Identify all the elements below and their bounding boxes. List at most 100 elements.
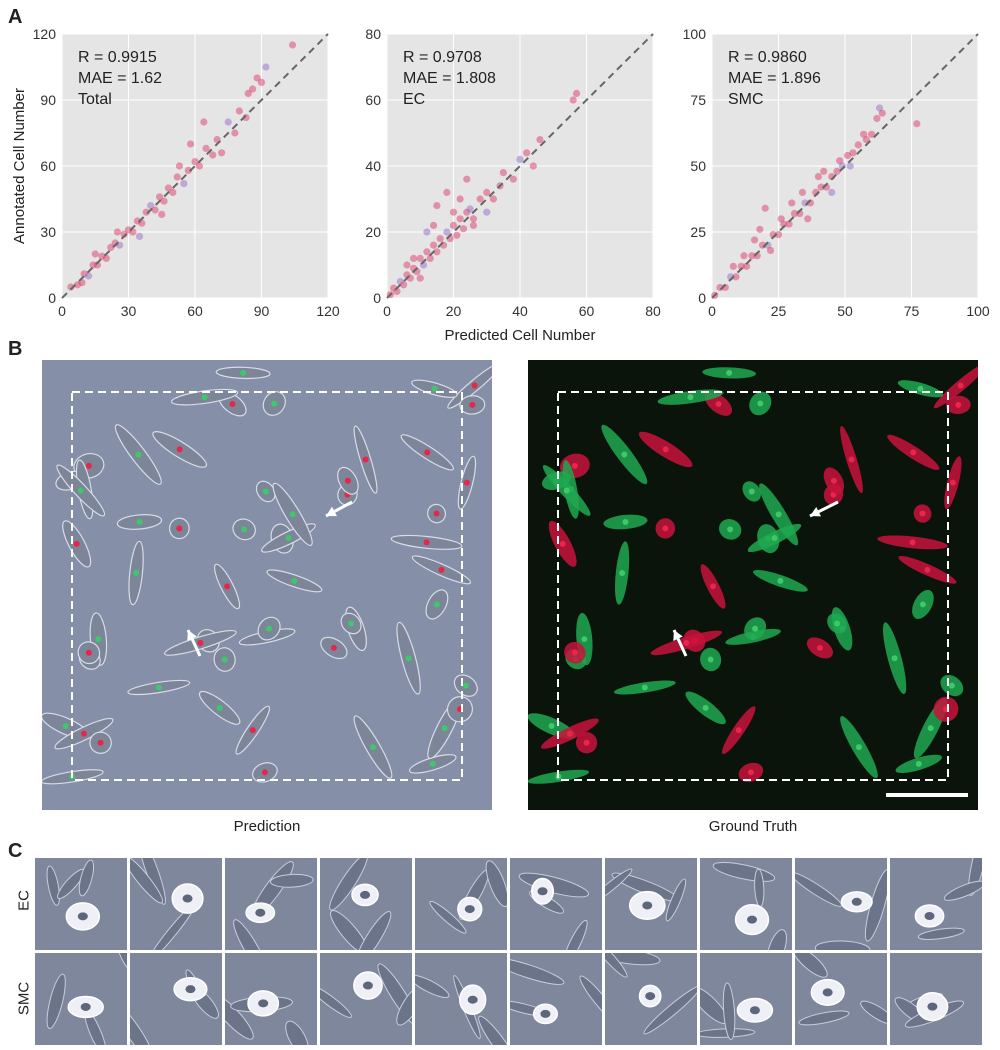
ec-cell <box>396 621 421 695</box>
smc-cell <box>213 563 241 610</box>
cell-tile <box>890 858 982 950</box>
data-point <box>443 228 451 236</box>
data-point <box>729 262 737 270</box>
data-point <box>466 205 474 213</box>
data-point <box>400 281 408 289</box>
smc-cell <box>541 718 599 749</box>
ec-cell <box>213 647 236 672</box>
smc-cell <box>887 434 940 470</box>
cell-centroid-marker <box>919 601 926 608</box>
cell-tile <box>890 953 982 1045</box>
ec-cell <box>215 366 271 380</box>
data-point <box>761 204 769 212</box>
ec-cell <box>255 480 276 503</box>
cell-centroid-marker <box>221 656 228 663</box>
stats-annotation: EC <box>403 91 425 108</box>
smc-cell <box>168 517 190 540</box>
y-tick-label: 0 <box>373 290 381 306</box>
stats-annotation: MAE = 1.896 <box>728 70 821 87</box>
data-point <box>499 169 507 177</box>
data-point <box>169 188 177 196</box>
data-point <box>429 221 438 229</box>
cell-centroid-marker <box>715 400 722 407</box>
data-point <box>509 175 517 183</box>
cell-centroid-marker <box>830 477 837 484</box>
points <box>67 41 297 291</box>
ec-cell <box>603 514 648 530</box>
data-point <box>85 272 93 280</box>
y-tick-label: 100 <box>683 26 707 42</box>
ec-cell <box>744 617 767 640</box>
image-background <box>42 360 492 810</box>
y-tick-label: 60 <box>40 158 56 174</box>
data-point <box>253 74 261 82</box>
ec-cell <box>614 680 676 695</box>
row-label-smc: SMC <box>15 981 33 1016</box>
cell-centroid-marker <box>266 625 273 632</box>
data-point <box>798 188 807 196</box>
data-point <box>235 107 243 115</box>
identity-line <box>711 33 979 299</box>
data-point <box>463 208 471 216</box>
cell-tile <box>225 953 317 1045</box>
smc-cell <box>427 503 447 524</box>
scatter-plots-panel: 0 30 60 90 120 0 30 60 90 120 R = 0.9915 MAE = 1.62… <box>11 26 990 344</box>
smc-cell <box>877 535 948 550</box>
cell-centroid-marker <box>910 449 917 456</box>
smc-cell <box>252 762 278 783</box>
data-point <box>756 225 764 233</box>
smc-cell <box>164 629 237 656</box>
cell-centroid-marker <box>429 760 436 767</box>
cell-centroid-marker <box>909 539 916 546</box>
cell-tile <box>700 953 792 1045</box>
y-tick-label: 90 <box>40 92 56 108</box>
data-point <box>742 262 751 270</box>
stats-annotation: MAE = 1.62 <box>78 70 162 87</box>
data-point <box>180 180 188 188</box>
cell-centroid-marker <box>463 479 470 486</box>
y-tick-label: 25 <box>690 224 706 240</box>
smc-cell <box>459 395 486 415</box>
smc-cell <box>944 456 962 510</box>
region-box <box>557 391 949 781</box>
smc-cell <box>89 731 112 754</box>
cell-centroid-marker <box>424 449 431 456</box>
cell-centroid-marker <box>571 649 578 656</box>
cell-centroid-marker <box>201 394 208 401</box>
cell-centroid-marker <box>777 577 784 584</box>
smc-cell <box>898 555 957 584</box>
ec-cell <box>257 616 281 641</box>
cell-centroid-marker <box>563 487 570 494</box>
cell-centroid-marker <box>816 644 823 651</box>
smc-cell <box>840 425 863 494</box>
data-point <box>817 183 825 191</box>
data-point <box>433 202 441 210</box>
panel-label-c: C <box>8 840 23 862</box>
cell-tile <box>605 953 697 1045</box>
data-point <box>202 144 210 152</box>
cell-centroid-marker <box>262 488 269 495</box>
cell-tile <box>700 858 792 950</box>
prediction-caption: Prediction <box>233 818 301 835</box>
cell-centroid-marker <box>748 488 755 495</box>
data-point <box>244 89 252 97</box>
cell-tile <box>510 953 602 1045</box>
arrow-annotation <box>325 500 353 518</box>
smc-cell <box>575 732 598 754</box>
cell-tile <box>795 953 887 1045</box>
smc-cell <box>945 395 971 415</box>
data-point <box>184 166 192 174</box>
cell-centroid-marker <box>441 725 448 732</box>
y-tick-label: 40 <box>365 158 381 174</box>
data-point <box>875 104 884 112</box>
cell-centroid-marker <box>197 639 204 646</box>
ec-cell <box>752 570 808 592</box>
ec-cell <box>198 690 241 725</box>
data-point <box>416 254 424 262</box>
cell-centroid-marker <box>915 760 922 767</box>
cell-centroid-marker <box>727 526 734 533</box>
cell-centroid-marker <box>135 451 142 458</box>
prediction-image <box>42 360 492 810</box>
cell-centroid-marker <box>462 682 469 689</box>
smc-cell <box>77 641 101 665</box>
